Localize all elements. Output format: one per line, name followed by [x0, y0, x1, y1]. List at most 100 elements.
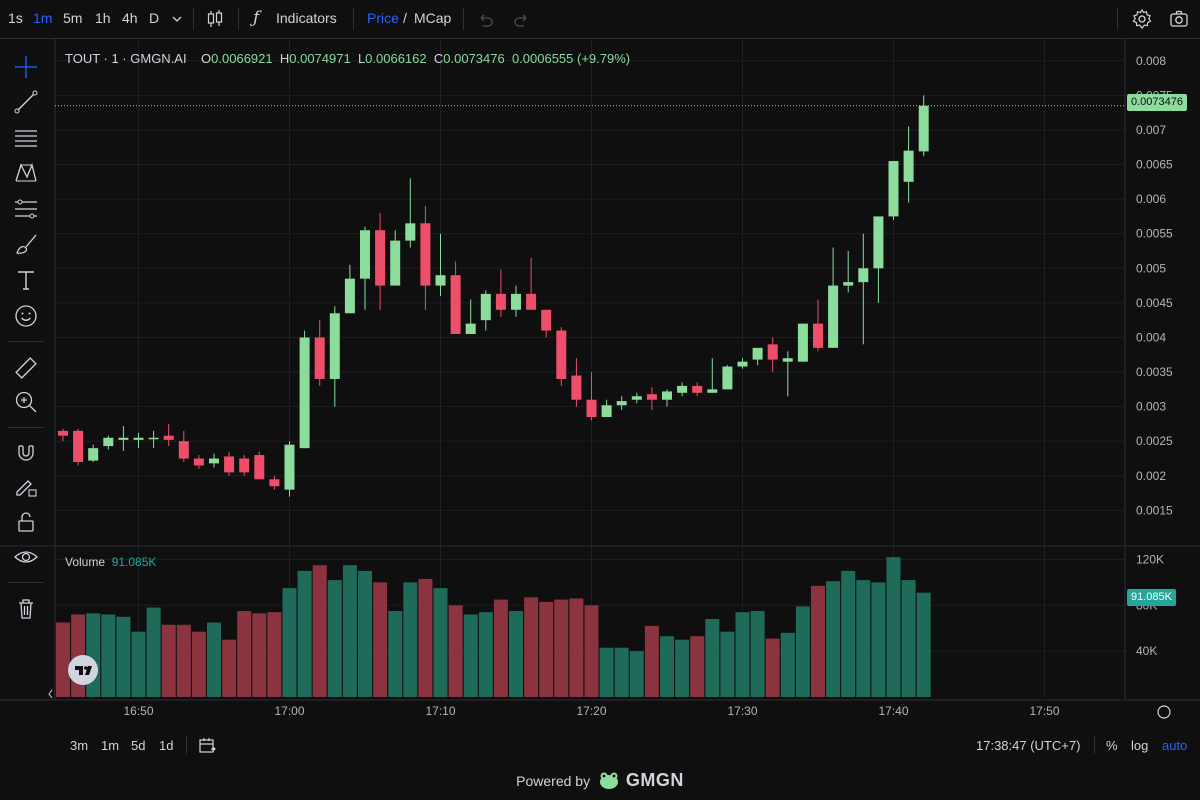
- timeframe-d[interactable]: D: [149, 10, 160, 26]
- candle-body: [88, 448, 99, 461]
- volume-bar: [599, 647, 614, 697]
- candle-body: [314, 337, 325, 379]
- candle-body: [918, 105, 929, 152]
- trend-line-icon[interactable]: [12, 88, 40, 116]
- auto-toggle[interactable]: auto: [1162, 738, 1188, 753]
- pattern-icon[interactable]: [12, 159, 40, 187]
- low-label: L: [357, 51, 366, 66]
- price-tick-label: 0.008: [1136, 54, 1166, 68]
- volume-bar: [735, 612, 750, 697]
- volume-bar: [690, 636, 705, 697]
- chevron-down-icon[interactable]: [170, 12, 184, 26]
- trash-icon[interactable]: [12, 594, 40, 622]
- time-tick-label: 17:40: [878, 704, 908, 718]
- percent-toggle[interactable]: %: [1106, 738, 1118, 753]
- candle-body: [465, 323, 476, 335]
- timeframe-1s[interactable]: 1s: [8, 10, 23, 26]
- lock-drawing-icon[interactable]: [12, 472, 40, 500]
- candles-icon[interactable]: [204, 8, 226, 30]
- price-tick-label: 0.006: [1136, 192, 1166, 206]
- volume-bar: [146, 607, 161, 697]
- function-icon[interactable]: ƒ: [253, 8, 260, 28]
- log-toggle[interactable]: log: [1131, 738, 1149, 753]
- candle-body: [767, 344, 778, 360]
- volume-bar: [644, 625, 659, 697]
- open-value: 0.0066921: [211, 51, 273, 66]
- camera-icon[interactable]: [1168, 8, 1190, 30]
- timeframe-4h[interactable]: 4h: [122, 10, 138, 26]
- candle-body: [329, 313, 340, 379]
- volume-bar: [131, 631, 146, 697]
- candle-body: [556, 330, 567, 379]
- brush-icon[interactable]: [12, 230, 40, 258]
- horizontal-lines-icon[interactable]: [12, 124, 40, 152]
- timeframe-1h[interactable]: 1h: [95, 10, 111, 26]
- volume-bar: [478, 612, 493, 697]
- candle-body: [254, 455, 265, 480]
- calendar-range-icon[interactable]: [197, 735, 217, 755]
- candle-body: [646, 394, 657, 400]
- candle-body: [163, 435, 174, 440]
- candle-body: [178, 441, 189, 459]
- volume-bar: [267, 612, 282, 697]
- volume-bar: [116, 616, 131, 697]
- high-value: 0.0074971: [289, 51, 351, 66]
- eye-icon[interactable]: [12, 543, 40, 571]
- crosshair-icon[interactable]: [12, 53, 40, 81]
- tradingview-logo[interactable]: [68, 655, 98, 685]
- volume-bar: [493, 599, 508, 697]
- toolbar-divider: [193, 8, 194, 30]
- symbol-title[interactable]: TOUT · 1 · GMGN.AI: [65, 51, 187, 66]
- volume-bar: [856, 580, 871, 697]
- clock-timezone[interactable]: 17:38:47 (UTC+7): [976, 738, 1081, 753]
- mcap-toggle[interactable]: MCap: [414, 10, 452, 26]
- candle-body: [148, 437, 159, 440]
- fib-retracement-icon[interactable]: [12, 195, 40, 223]
- volume-bar: [297, 570, 312, 697]
- volume-bar: [524, 597, 539, 697]
- open-label: O: [201, 51, 212, 66]
- volume-bar: [569, 598, 584, 697]
- timeframe-5m[interactable]: 5m: [63, 10, 83, 26]
- unlock-icon[interactable]: [12, 508, 40, 536]
- volume-bar: [433, 588, 448, 697]
- range-5d[interactable]: 5d: [131, 738, 146, 753]
- volume-bar: [342, 565, 357, 697]
- zoom-in-icon[interactable]: [12, 388, 40, 416]
- price-tick-label: 0.0055: [1136, 227, 1173, 241]
- settings-gear-icon[interactable]: [1131, 8, 1153, 30]
- volume-bar: [237, 611, 252, 697]
- range-3m[interactable]: 3m: [70, 738, 89, 753]
- time-tick-label: 17:10: [425, 704, 455, 718]
- range-1d[interactable]: 1d: [159, 738, 174, 753]
- candle-body: [601, 405, 612, 418]
- indicators-button[interactable]: Indicators: [276, 10, 337, 26]
- candle-body: [344, 278, 355, 314]
- volume-bar: [554, 599, 569, 697]
- range-1m[interactable]: 1m: [101, 738, 120, 753]
- redo-icon[interactable]: [513, 10, 531, 28]
- reset-scale-icon: [1157, 705, 1171, 719]
- candle-body: [405, 223, 416, 241]
- volume-bar: [176, 624, 191, 697]
- magnet-icon[interactable]: [12, 437, 40, 465]
- volume-bar: [327, 580, 342, 697]
- low-value: 0.0066162: [365, 51, 427, 66]
- undo-icon[interactable]: [476, 10, 494, 28]
- volume-bar: [795, 606, 810, 697]
- price-toggle[interactable]: Price: [367, 10, 399, 26]
- candle-body: [631, 396, 642, 400]
- candle-body: [375, 230, 386, 286]
- ruler-icon[interactable]: [12, 354, 40, 382]
- price-mcap-separator: /: [403, 10, 407, 26]
- volume-bar: [826, 581, 841, 697]
- volume-bar: [222, 639, 237, 697]
- candle-body: [662, 391, 672, 400]
- candle-body: [813, 323, 823, 348]
- text-icon[interactable]: [12, 266, 40, 294]
- timeframe-1m[interactable]: 1m: [33, 10, 53, 26]
- emoji-icon[interactable]: [12, 302, 40, 330]
- tool-divider: [8, 341, 44, 342]
- candle-body: [73, 430, 84, 462]
